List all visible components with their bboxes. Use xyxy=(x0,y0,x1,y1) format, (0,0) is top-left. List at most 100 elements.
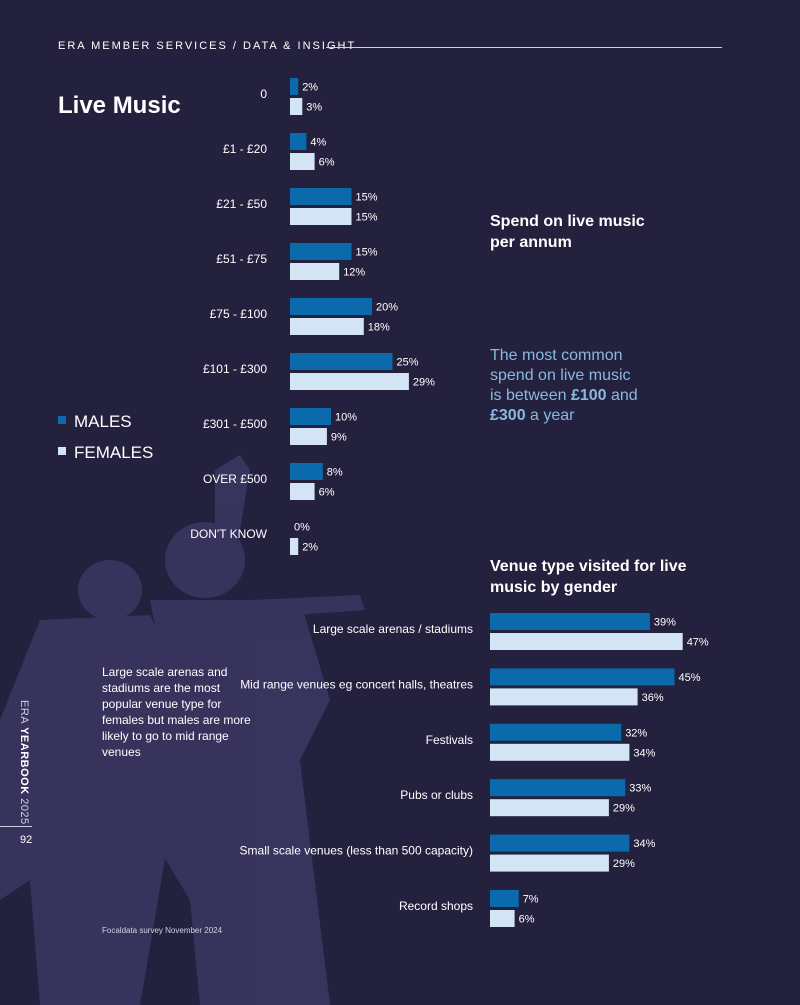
males-bar xyxy=(290,243,352,260)
callout-pre: is between xyxy=(490,387,571,404)
data-label: 18% xyxy=(368,322,390,334)
females-bar xyxy=(290,263,340,280)
data-label: 15% xyxy=(356,192,378,204)
data-label: 7% xyxy=(523,894,539,906)
data-label: 0% xyxy=(294,522,310,534)
females-bar xyxy=(290,318,364,335)
data-label: 25% xyxy=(397,357,419,369)
males-bar xyxy=(290,133,307,150)
males-bar xyxy=(490,668,675,686)
data-label: 6% xyxy=(519,914,535,926)
callout-amount1: £100 xyxy=(570,387,607,404)
females-bar xyxy=(290,98,303,115)
females-bar xyxy=(490,854,609,872)
females-bar xyxy=(290,483,315,500)
data-label: 6% xyxy=(319,157,335,169)
data-label: 29% xyxy=(613,803,635,815)
venue-note: Large scale arenas and stadiums are the … xyxy=(102,665,251,759)
data-label: 29% xyxy=(613,858,635,870)
females-bar xyxy=(490,743,630,761)
data-label: 15% xyxy=(356,247,378,259)
males-bar xyxy=(290,298,372,315)
males-bar xyxy=(290,463,323,480)
females-bar xyxy=(290,373,409,390)
data-label: 20% xyxy=(376,302,398,314)
spend-callout: The most common spend on live music is b… xyxy=(490,346,690,426)
section-header: ERA MEMBER SERVICES / DATA & INSIGHT xyxy=(58,40,357,52)
category-label: Mid range venues eg concert halls, theat… xyxy=(240,677,473,691)
data-label: 3% xyxy=(306,102,322,114)
category-label: £1 - £20 xyxy=(223,142,267,156)
males-bar xyxy=(290,353,393,370)
data-label: 4% xyxy=(310,137,326,149)
legend-females: FEMALES xyxy=(58,443,153,463)
sidebar-bold: YEARBOOK xyxy=(18,727,30,795)
females-bar xyxy=(290,208,352,225)
legend-females-label: FEMALES xyxy=(74,443,154,462)
data-label: 34% xyxy=(633,838,655,850)
females-bar xyxy=(490,910,515,927)
callout-post: a year xyxy=(525,407,575,424)
data-label: 2% xyxy=(302,82,318,94)
males-bar xyxy=(490,613,650,630)
females-bar xyxy=(490,688,638,706)
category-label: Record shops xyxy=(399,899,473,913)
males-bar xyxy=(490,834,630,852)
page-title: Live Music xyxy=(58,92,181,119)
page-rule xyxy=(0,826,32,827)
header-rule xyxy=(326,47,722,48)
males-bar xyxy=(290,408,331,425)
category-label: £51 - £75 xyxy=(216,252,267,266)
males-bar xyxy=(290,78,299,95)
source-note: Focaldata survey November 2024 xyxy=(102,926,223,935)
category-label: 0 xyxy=(260,87,267,101)
data-label: 39% xyxy=(654,617,676,629)
yearbook-sidebar: ERA YEARBOOK 2025 xyxy=(18,700,30,825)
legend-males-label: MALES xyxy=(74,412,132,431)
sidebar-prefix: ERA xyxy=(18,700,30,728)
females-bar xyxy=(290,153,315,170)
data-label: 32% xyxy=(625,727,647,739)
category-label: Small scale venues (less than 500 capaci… xyxy=(240,844,473,858)
data-label: 33% xyxy=(629,783,651,795)
legend-males-swatch xyxy=(58,416,66,424)
legend-females-swatch xyxy=(58,447,66,455)
category-label: Large scale arenas / stadiums xyxy=(313,622,473,636)
males-bar xyxy=(490,723,622,741)
category-label: OVER £500 xyxy=(203,472,267,486)
spend-chart-title: Spend on live music per annum xyxy=(490,211,710,253)
category-label: Festivals xyxy=(426,733,473,747)
data-label: 47% xyxy=(687,637,709,649)
data-label: 9% xyxy=(331,432,347,444)
callout-line2: spend on live music xyxy=(490,367,631,384)
category-label: £301 - £500 xyxy=(203,417,267,431)
venue-title-line1: Venue type visited for live xyxy=(490,558,687,575)
category-label: Pubs or clubs xyxy=(400,788,473,802)
category-label: DON'T KNOW xyxy=(190,527,267,541)
venue-chart-title: Venue type visited for live music by gen… xyxy=(490,556,710,598)
females-bar xyxy=(290,428,327,445)
callout-mid: and xyxy=(606,387,638,404)
data-label: 6% xyxy=(319,487,335,499)
males-bar xyxy=(490,779,626,797)
callout-line3: is between £100 and xyxy=(490,386,690,406)
sidebar-suffix: 2025 xyxy=(18,794,30,825)
callout-amount2: £300 xyxy=(490,407,526,424)
data-label: 8% xyxy=(327,467,343,479)
data-label: 15% xyxy=(356,212,378,224)
data-label: 12% xyxy=(343,267,365,279)
callout-line1: The most common xyxy=(490,347,623,364)
males-bar xyxy=(290,188,352,205)
data-label: 36% xyxy=(642,692,664,704)
data-label: 29% xyxy=(413,377,435,389)
venue-title-line2: music by gender xyxy=(490,579,618,596)
females-bar xyxy=(490,799,609,817)
data-label: 10% xyxy=(335,412,357,424)
category-label: £21 - £50 xyxy=(216,197,267,211)
males-bar xyxy=(490,890,519,907)
data-label: 45% xyxy=(679,672,701,684)
data-label: 34% xyxy=(633,747,655,759)
